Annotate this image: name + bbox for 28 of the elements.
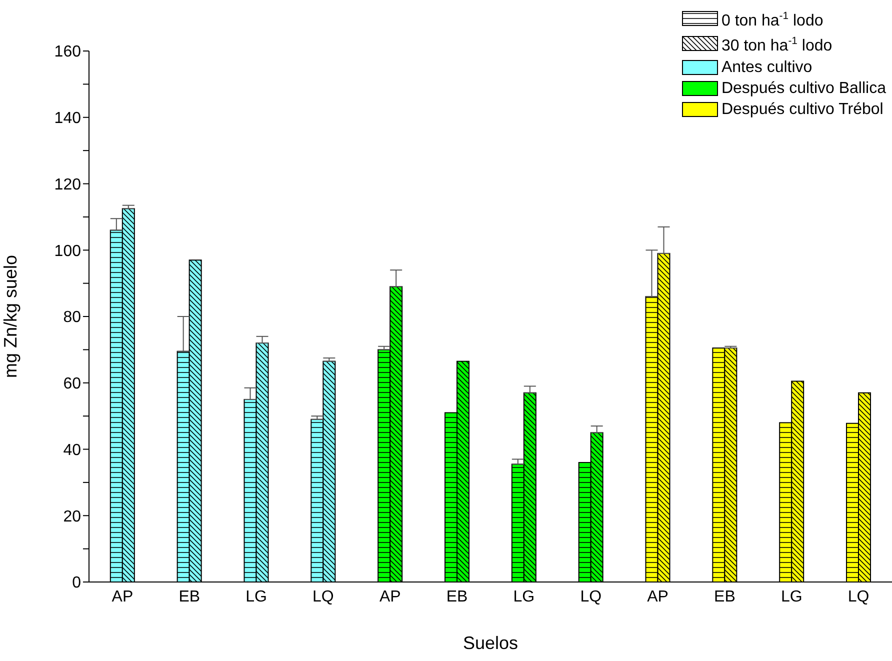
x-tick-label: AP bbox=[647, 588, 668, 606]
y-axis-title: mg Zn/kg suelo bbox=[0, 254, 20, 378]
y-tick-label: 80 bbox=[63, 309, 82, 326]
y-tick-label: 160 bbox=[54, 44, 82, 61]
y-tick-label: 20 bbox=[63, 508, 82, 526]
x-tick-label: EB bbox=[178, 588, 200, 606]
x-axis-title: Suelos bbox=[462, 633, 518, 653]
x-tick-label: LG bbox=[780, 588, 802, 606]
y-tick-label: 120 bbox=[54, 176, 82, 194]
x-tick-label: EB bbox=[446, 588, 468, 606]
x-tick-label: LG bbox=[513, 588, 535, 606]
legend-label: 0 ton ha$^{-1}$ lodo bbox=[721, 11, 824, 30]
y-tick-label: 60 bbox=[63, 376, 82, 393]
y-tick-label: 0 bbox=[72, 574, 82, 592]
y-tick-label: 100 bbox=[54, 242, 82, 260]
legend-label: Antes cultivo bbox=[721, 58, 812, 76]
legend-label: Después cultivo Ballica bbox=[721, 80, 886, 97]
y-tick-label: 40 bbox=[63, 442, 82, 459]
y-tick-label: 140 bbox=[54, 110, 82, 128]
x-tick-label: LQ bbox=[580, 588, 602, 606]
legend-label: Después cultivo Trébol bbox=[721, 100, 884, 118]
legend-label: 30 ton ha$^{-1}$ lodo bbox=[721, 36, 832, 55]
x-tick-label: EB bbox=[714, 588, 736, 606]
x-tick-label: LQ bbox=[312, 588, 334, 606]
x-tick-label: AP bbox=[112, 588, 134, 606]
x-tick-label: LQ bbox=[848, 588, 870, 606]
x-tick-label: AP bbox=[379, 588, 401, 606]
x-tick-label: LG bbox=[246, 588, 267, 606]
